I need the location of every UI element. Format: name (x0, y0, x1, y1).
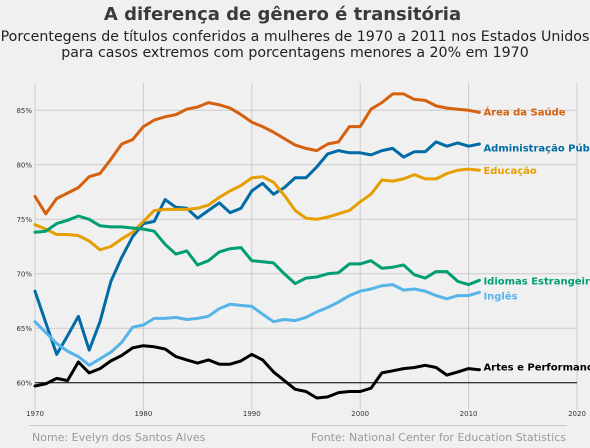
y-tick-label: 80% (16, 161, 32, 169)
y-tick-label: 60% (16, 379, 32, 387)
subtitle-line-1: Porcentegens de títulos conferidos a mul… (0, 29, 590, 45)
chart-title: A diferença de gênero é transitória (103, 4, 462, 25)
axis-ticks: 60% 65% 70% 75% 80% 85% 1970 1980 1990 2000 2010 20… (16, 107, 585, 418)
x-tick-label: 2000 (351, 410, 369, 418)
footer-author: Nome: Evelyn dos Santos Alves (32, 431, 206, 444)
y-tick-label: 65% (16, 325, 32, 333)
x-tick-label: 1990 (243, 410, 261, 418)
series-label: Educação (483, 166, 536, 177)
x-tick-label: 1970 (26, 410, 44, 418)
series-line (33, 283, 481, 367)
grid-lines (34, 83, 578, 410)
series-label: Inglês (483, 291, 517, 303)
series-label: Idiomas Estrangeiros (483, 276, 590, 287)
series-lines (33, 92, 481, 400)
y-tick-label: 75% (16, 216, 32, 224)
x-tick-label: 2010 (460, 410, 478, 418)
y-tick-label: 70% (16, 270, 32, 278)
series-line (33, 344, 481, 400)
series-labels: Área da Saúde Administração Pública Educaç… (483, 105, 590, 373)
series-label: Administração Pública (483, 142, 590, 154)
series-label: Artes e Performance (483, 362, 590, 373)
footer-source: Fonte: National Center for Education Sta… (311, 431, 566, 444)
x-tick-label: 1980 (134, 410, 152, 418)
chart-subtitle: Porcentegens de títulos conferidos a mul… (0, 29, 590, 61)
x-tick-label: 2020 (568, 410, 586, 418)
series-line (33, 167, 481, 252)
footer-divider (29, 425, 567, 426)
series-line (33, 92, 481, 216)
series-line (33, 214, 481, 287)
y-tick-label: 85% (16, 107, 32, 115)
subtitle-line-2: para casos extremos com porcentagens men… (61, 44, 529, 61)
series-line (33, 140, 481, 356)
series-label: Área da Saúde (483, 105, 565, 118)
